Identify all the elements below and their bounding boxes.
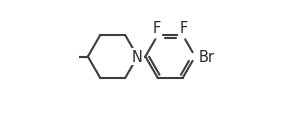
Text: F: F: [179, 21, 188, 35]
Text: N: N: [132, 50, 143, 64]
Text: Br: Br: [199, 50, 215, 64]
Text: F: F: [153, 21, 161, 35]
